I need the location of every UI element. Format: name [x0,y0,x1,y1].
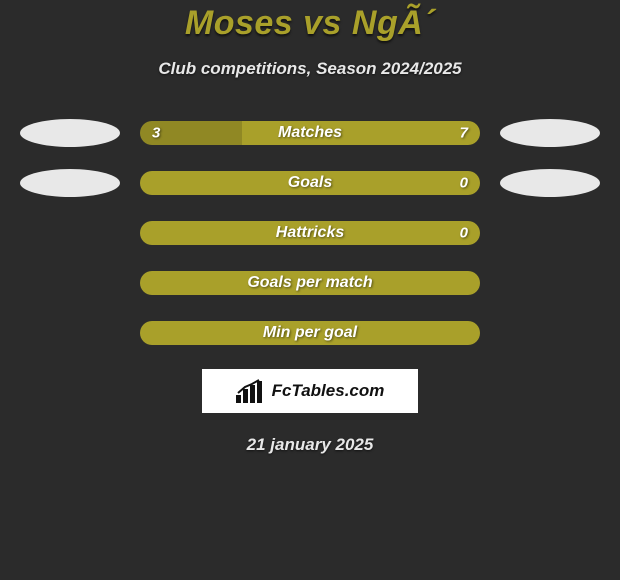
stat-bar: Goals 0 [140,171,480,195]
stat-row: Hattricks 0 [0,219,620,247]
date-text: 21 january 2025 [0,435,620,455]
stat-label: Goals per match [247,274,372,292]
brand-logo[interactable]: FcTables.com [202,369,418,413]
stat-rows: Matches 3 7 Goals 0 Hattricks 0 Goals per match… [0,119,620,347]
spacer [500,219,600,247]
player-avatar-left [20,119,120,147]
player-avatar-right [500,119,600,147]
brand-text: FcTables.com [272,381,385,401]
stat-label: Goals [288,174,332,192]
spacer [500,269,600,297]
stat-bar: Hattricks 0 [140,221,480,245]
subtitle: Club competitions, Season 2024/2025 [0,59,620,79]
stat-bar: Goals per match [140,271,480,295]
stat-value-right: 0 [460,175,468,192]
stat-value-right: 7 [460,125,468,142]
spacer [20,319,120,347]
stat-bar: Min per goal [140,321,480,345]
stat-label: Hattricks [276,224,344,242]
stat-value-left: 3 [152,125,160,142]
chart-icon [236,379,266,403]
stat-bar: Matches 3 7 [140,121,480,145]
player-avatar-left [20,169,120,197]
player-avatar-right [500,169,600,197]
stat-row: Matches 3 7 [0,119,620,147]
page-title: Moses vs NgÃ´ [0,4,620,43]
stat-value-right: 0 [460,225,468,242]
stat-row: Goals per match [0,269,620,297]
spacer [20,219,120,247]
stat-row: Min per goal [0,319,620,347]
spacer [500,319,600,347]
stat-label: Matches [278,124,342,142]
spacer [20,269,120,297]
stat-row: Goals 0 [0,169,620,197]
comparison-card: Moses vs NgÃ´ Club competitions, Season … [0,0,620,455]
stat-label: Min per goal [263,324,357,342]
